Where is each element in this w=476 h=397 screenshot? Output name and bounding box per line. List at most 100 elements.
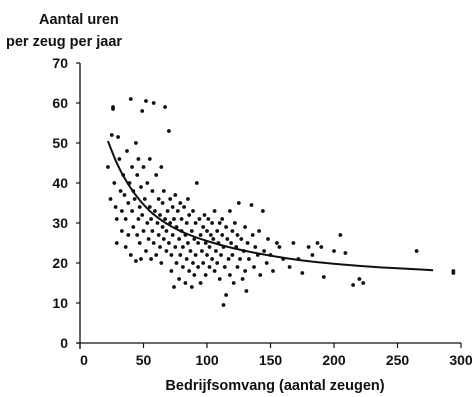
data-point	[221, 245, 226, 249]
data-point	[219, 253, 223, 257]
data-point	[140, 109, 145, 113]
data-point	[137, 241, 142, 245]
data-point	[236, 201, 241, 205]
data-point	[160, 225, 165, 229]
data-point	[181, 245, 185, 249]
data-point	[121, 173, 126, 177]
data-point	[228, 209, 232, 213]
data-point	[131, 225, 136, 229]
data-point	[357, 277, 362, 281]
x-tick-label: 50	[136, 352, 152, 368]
x-tick-label: 150	[259, 352, 283, 368]
data-point	[113, 205, 118, 209]
data-point	[203, 273, 208, 277]
data-point	[255, 253, 260, 257]
data-point	[114, 241, 119, 245]
data-point	[277, 245, 282, 249]
data-point	[151, 241, 156, 245]
data-point	[247, 257, 251, 261]
data-point	[163, 217, 168, 221]
data-point	[235, 233, 240, 237]
data-point	[211, 237, 216, 241]
data-point	[234, 245, 239, 249]
data-point	[120, 209, 124, 213]
data-point	[117, 157, 122, 161]
data-point	[203, 241, 208, 245]
data-point	[112, 181, 117, 185]
data-point	[300, 271, 305, 275]
data-point	[181, 265, 185, 269]
data-point	[224, 225, 229, 229]
data-point	[332, 249, 336, 253]
data-point	[147, 205, 152, 209]
data-point	[198, 281, 203, 285]
data-point	[132, 197, 137, 201]
data-point	[281, 257, 286, 261]
y-ticks: 0 10 20 30 40 50 60 70	[52, 55, 80, 351]
data-point	[114, 217, 119, 221]
data-point	[220, 233, 225, 237]
data-point	[163, 105, 168, 109]
data-point	[144, 249, 148, 253]
data-point	[212, 209, 217, 213]
trend-line	[106, 140, 434, 272]
data-point	[127, 181, 132, 185]
data-point	[147, 157, 152, 161]
data-point	[175, 209, 180, 213]
data-point	[191, 209, 195, 213]
data-point	[159, 165, 164, 169]
data-point	[144, 99, 148, 103]
data-point	[161, 189, 166, 193]
data-point	[188, 249, 193, 253]
data-point	[139, 185, 143, 189]
data-point	[215, 261, 220, 265]
data-point	[226, 257, 231, 261]
data-point	[156, 233, 161, 237]
data-point	[170, 205, 175, 209]
data-point	[229, 241, 234, 245]
data-point	[264, 261, 269, 265]
axes	[77, 63, 461, 349]
y-tick-label: 70	[52, 55, 68, 71]
data-point	[141, 165, 146, 169]
data-point	[198, 233, 203, 237]
data-point	[178, 201, 183, 205]
x-tick-label: 0	[80, 352, 88, 368]
data-point	[233, 221, 237, 225]
data-point	[191, 261, 195, 265]
data-point	[210, 257, 215, 261]
data-point	[230, 253, 235, 257]
data-point	[146, 237, 151, 241]
data-point	[158, 213, 162, 217]
data-point	[235, 265, 240, 269]
data-point	[172, 217, 176, 221]
data-point	[192, 237, 197, 241]
data-point	[315, 241, 320, 245]
data-point	[321, 275, 326, 279]
x-tick-label: 200	[322, 352, 346, 368]
data-point	[343, 251, 348, 255]
data-point	[228, 273, 232, 277]
data-point	[177, 277, 182, 281]
data-point	[207, 265, 212, 269]
data-point	[214, 249, 218, 253]
data-point	[109, 133, 114, 137]
data-point	[108, 197, 113, 201]
data-point	[154, 253, 159, 257]
data-point	[139, 257, 143, 261]
data-point	[135, 233, 140, 237]
data-point	[414, 249, 419, 253]
data-point	[130, 165, 135, 169]
data-point	[149, 217, 154, 221]
data-point	[142, 197, 147, 201]
data-point	[159, 261, 164, 265]
data-point	[165, 209, 170, 213]
data-point	[231, 281, 236, 285]
data-point	[126, 201, 131, 205]
data-point	[145, 221, 150, 225]
data-point	[261, 209, 265, 213]
data-point	[177, 237, 182, 241]
x-axis-title: Bedrijfsomvang (aantal zeugen)	[165, 378, 384, 394]
data-point	[186, 197, 190, 201]
y-tick-label: 0	[60, 335, 68, 351]
